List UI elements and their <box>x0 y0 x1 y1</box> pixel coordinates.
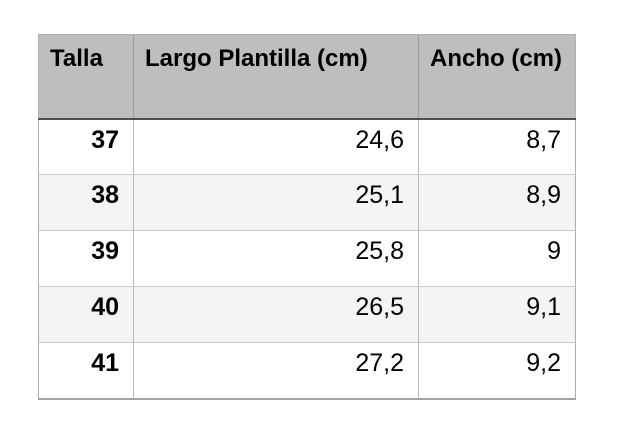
cell-talla: 37 <box>38 118 134 175</box>
table-body: 37 24,6 8,7 38 25,1 8,9 39 25,8 9 40 26,… <box>38 118 576 400</box>
header-row: Talla Largo Plantilla (cm) Ancho (cm) <box>38 34 576 120</box>
table-row: 41 27,2 9,2 <box>38 342 576 400</box>
table-row: 40 26,5 9,1 <box>38 286 576 343</box>
table-row: 38 25,1 8,9 <box>38 174 576 231</box>
cell-ancho: 9,2 <box>418 342 576 400</box>
size-table: Talla Largo Plantilla (cm) Ancho (cm) 37… <box>38 34 576 400</box>
cell-largo-plantilla: 26,5 <box>133 286 419 343</box>
table-header: Talla Largo Plantilla (cm) Ancho (cm) <box>38 34 576 120</box>
cell-talla: 41 <box>38 342 134 400</box>
table-row: 39 25,8 9 <box>38 230 576 287</box>
cell-ancho: 8,9 <box>418 174 576 231</box>
cell-ancho: 9,1 <box>418 286 576 343</box>
cell-talla: 40 <box>38 286 134 343</box>
cell-largo-plantilla: 27,2 <box>133 342 419 400</box>
cell-largo-plantilla: 24,6 <box>133 118 419 175</box>
cell-ancho: 8,7 <box>418 118 576 175</box>
cell-ancho: 9 <box>418 230 576 287</box>
column-header-largo-plantilla: Largo Plantilla (cm) <box>133 34 419 120</box>
column-header-talla: Talla <box>38 34 134 120</box>
cell-largo-plantilla: 25,1 <box>133 174 419 231</box>
cell-talla: 39 <box>38 230 134 287</box>
cell-largo-plantilla: 25,8 <box>133 230 419 287</box>
table-row: 37 24,6 8,7 <box>38 118 576 175</box>
column-header-ancho: Ancho (cm) <box>418 34 576 120</box>
cell-talla: 38 <box>38 174 134 231</box>
